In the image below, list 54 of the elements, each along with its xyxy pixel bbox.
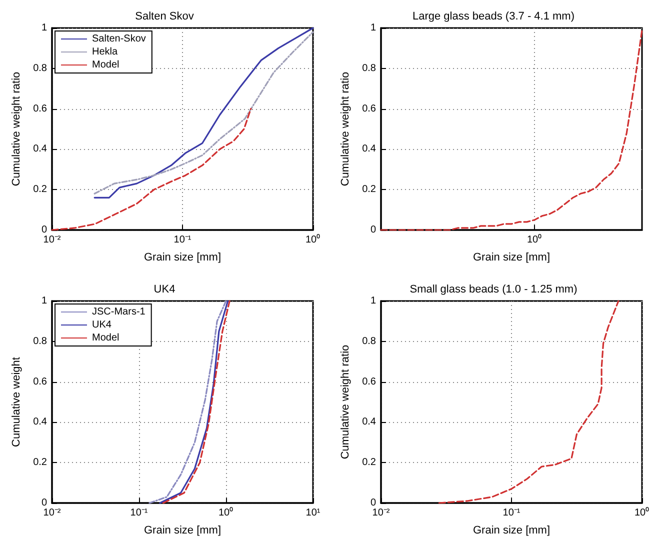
y-tick-label: 0.4 xyxy=(33,144,48,155)
y-tick-label: 0.2 xyxy=(33,456,48,468)
y-tick-label: 1 xyxy=(370,22,376,34)
y-axis-title: Cumulative weight ratio xyxy=(340,72,352,186)
y-tick-label: 0.2 xyxy=(33,184,48,196)
y-axis-title: Cumulative weight ratio xyxy=(10,72,22,186)
x-tick-label: 10⁰ xyxy=(218,506,234,518)
y-tick-label: 0.2 xyxy=(362,456,376,468)
legend-label: Model xyxy=(92,60,120,70)
x-tick-label: 10⁻² xyxy=(43,234,62,246)
y-tick-label: 1 xyxy=(41,295,48,306)
y-axis-title: Cumulative weight ratio xyxy=(340,344,352,459)
x-tick-label: 10⁰ xyxy=(634,506,650,518)
y-tick-label: 0 xyxy=(41,224,48,236)
y-tick-label: 0.8 xyxy=(362,335,376,346)
chart-title: Small glass beads (1.0 - 1.25 mm) xyxy=(410,283,578,295)
y-tick-label: 0.2 xyxy=(362,184,376,196)
x-tick-label: 10⁻² xyxy=(372,507,390,518)
y-tick-label: 0 xyxy=(370,224,376,236)
x-axis-title: Grain size [mm] xyxy=(144,524,222,536)
chart-title: Salten Skov xyxy=(135,10,194,22)
x-tick-label: 10⁻¹ xyxy=(502,507,521,518)
y-tick-label: 0.6 xyxy=(33,103,48,114)
chart-title: Large glass beads (3.7 - 4.1 mm) xyxy=(412,10,575,22)
y-tick-label: 0.8 xyxy=(33,335,48,346)
y-tick-label: 0.8 xyxy=(33,62,48,74)
x-tick-label: 10⁻¹ xyxy=(130,507,148,518)
y-axis-title: Cumulative weight xyxy=(10,356,22,446)
x-tick-label: 10⁻² xyxy=(43,507,62,518)
y-tick-label: 0.6 xyxy=(362,376,376,387)
legend-label: UK4 xyxy=(92,319,112,330)
y-tick-label: 0.6 xyxy=(362,103,376,114)
y-tick-label: 1 xyxy=(41,22,48,34)
legend-label: Salten-Skov xyxy=(92,34,146,44)
legend-label: JSC-Mars-1 xyxy=(92,306,146,317)
y-tick-label: 0 xyxy=(370,497,376,508)
x-axis-title: Grain size [mm] xyxy=(472,524,550,536)
x-axis-title: Grain size [mm] xyxy=(144,252,222,264)
y-tick-label: 0.4 xyxy=(362,144,376,155)
x-tick-label: 10⁻¹ xyxy=(174,234,192,246)
x-tick-label: 10¹ xyxy=(306,507,321,518)
y-tick-label: 0.4 xyxy=(362,416,376,428)
y-tick-label: 1 xyxy=(370,295,376,306)
legend-label: Model xyxy=(92,332,120,343)
y-tick-label: 0.8 xyxy=(362,62,376,74)
y-tick-label: 0.6 xyxy=(33,376,48,387)
x-tick-label: 10⁰ xyxy=(305,234,321,246)
line-series xyxy=(380,29,643,231)
legend-label: Hekla xyxy=(92,46,118,58)
y-tick-label: 0 xyxy=(41,497,48,508)
x-axis-title: Grain size [mm] xyxy=(472,252,550,264)
x-tick-label: 10⁰ xyxy=(526,234,542,246)
y-tick-label: 0.4 xyxy=(33,416,48,428)
chart-title: UK4 xyxy=(154,283,176,295)
